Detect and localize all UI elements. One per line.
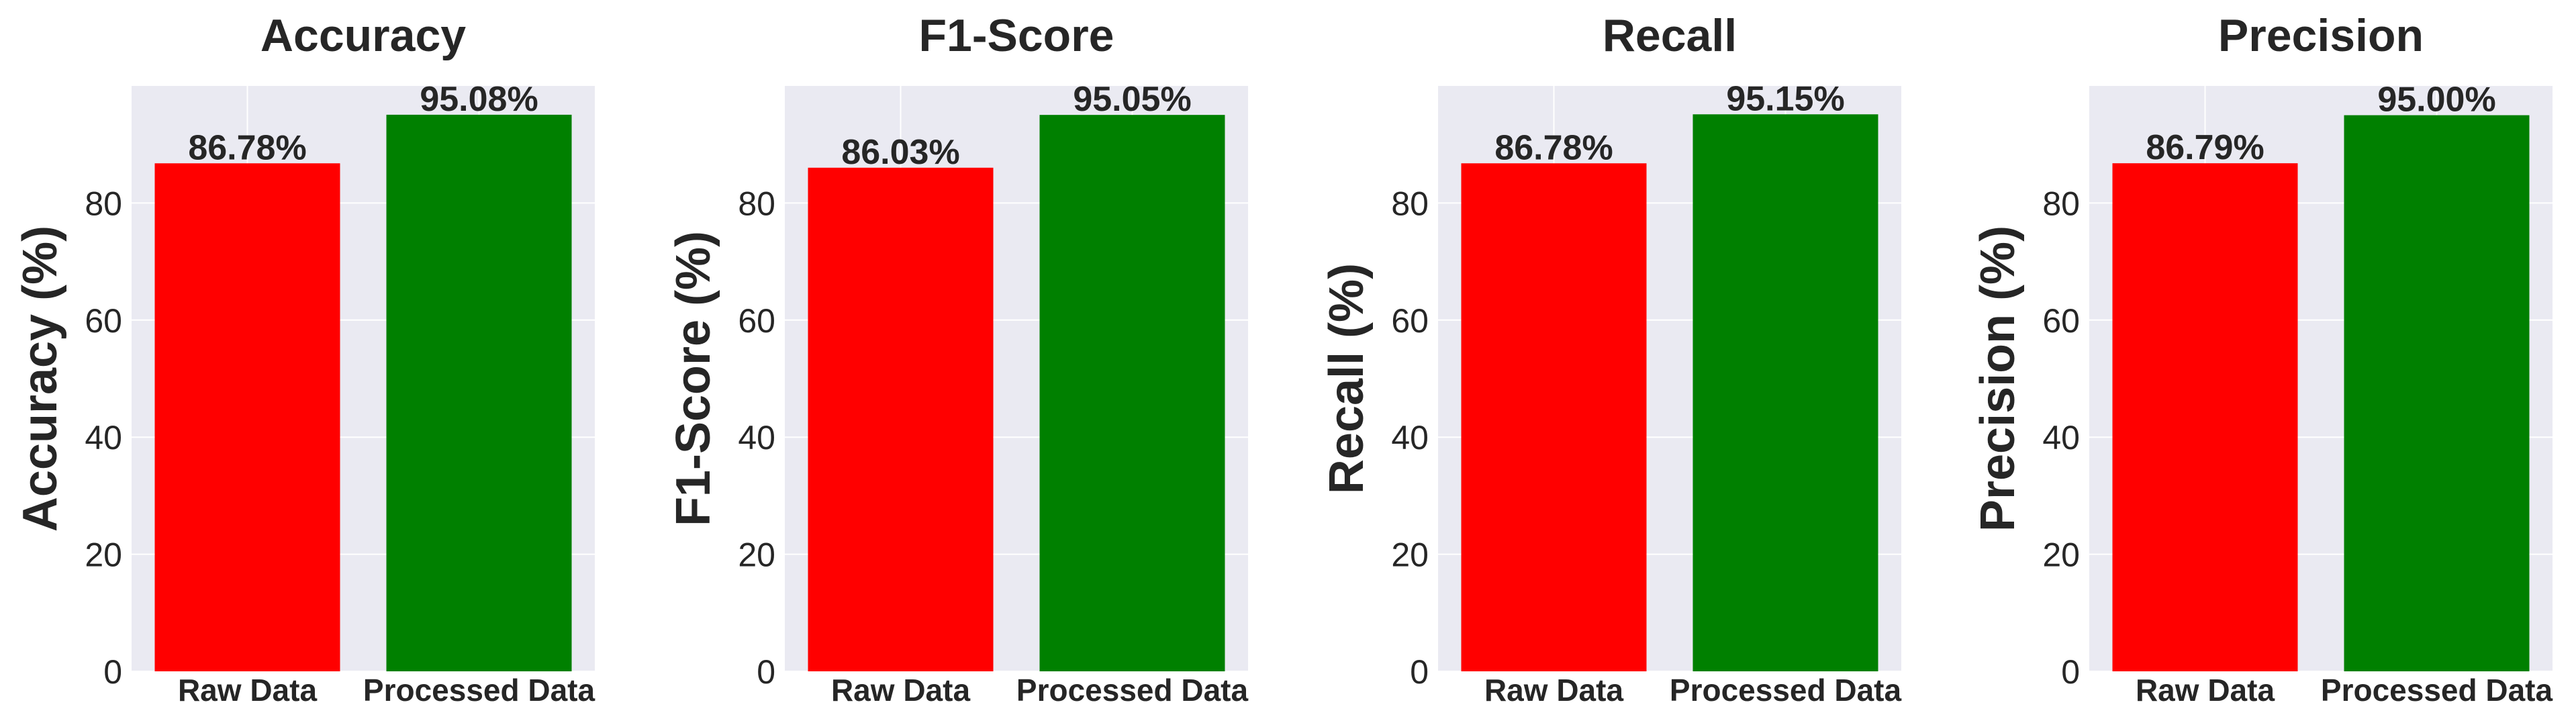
y-axis-label-f1-score: F1-Score (%) bbox=[667, 231, 720, 526]
chart-title-f1-score: F1-Score bbox=[919, 10, 1114, 61]
chart-panel-precision: 0 20 40 60 80 86.79% Raw Data 95.00% Processed D… bbox=[1971, 10, 2553, 708]
y-tick-label: 20 bbox=[85, 536, 122, 574]
x-tick-label: Processed Data bbox=[363, 673, 595, 708]
bar-precision-raw-data bbox=[2112, 163, 2298, 672]
y-tick-label: 60 bbox=[85, 302, 122, 340]
data-label-recall-raw-data: 86.78% bbox=[1494, 128, 1613, 167]
x-tick-label: Processed Data bbox=[1016, 673, 1249, 708]
x-tick-label: Raw Data bbox=[2136, 673, 2275, 708]
data-label-f1-score-processed-data: 95.05% bbox=[1073, 80, 1191, 119]
data-label-accuracy-raw-data: 86.78% bbox=[188, 128, 306, 167]
y-tick-label: 80 bbox=[85, 185, 122, 222]
y-tick-label: 0 bbox=[2061, 653, 2080, 691]
y-tick-label: 20 bbox=[1391, 536, 1429, 574]
y-tick-label: 0 bbox=[103, 653, 122, 691]
y-tick-label: 0 bbox=[757, 653, 775, 691]
y-tick-label: 80 bbox=[2042, 185, 2080, 222]
bar-recall-processed-data bbox=[1692, 114, 1878, 672]
y-axis-label-accuracy: Accuracy (%) bbox=[13, 226, 67, 532]
data-label-precision-raw-data: 86.79% bbox=[2146, 128, 2264, 167]
bar-accuracy-processed-data bbox=[386, 114, 572, 671]
data-label-precision-processed-data: 95.00% bbox=[2377, 81, 2495, 119]
y-tick-label: 0 bbox=[1410, 653, 1429, 691]
x-tick-label: Raw Data bbox=[831, 673, 970, 708]
y-tick-label: 40 bbox=[1391, 419, 1429, 456]
y-tick-label: 80 bbox=[1391, 185, 1429, 222]
y-tick-label: 80 bbox=[738, 185, 775, 222]
data-label-recall-processed-data: 95.15% bbox=[1726, 79, 1844, 118]
y-tick-label: 60 bbox=[738, 302, 775, 340]
bar-f1-score-raw-data bbox=[808, 167, 994, 671]
chart-title-recall: Recall bbox=[1603, 10, 1737, 61]
y-tick-label: 20 bbox=[738, 536, 775, 574]
y-axis-label-recall: Recall (%) bbox=[1320, 263, 1374, 494]
chart-title-precision: Precision bbox=[2218, 10, 2424, 61]
x-tick-label: Raw Data bbox=[178, 673, 317, 708]
bar-recall-raw-data bbox=[1461, 163, 1647, 672]
data-label-f1-score-raw-data: 86.03% bbox=[841, 133, 959, 172]
y-tick-label: 60 bbox=[1391, 302, 1429, 340]
x-tick-label: Raw Data bbox=[1484, 673, 1623, 708]
x-tick-label: Processed Data bbox=[1670, 673, 1902, 708]
chart-title-accuracy: Accuracy bbox=[260, 10, 466, 61]
bar-f1-score-processed-data bbox=[1039, 115, 1225, 671]
y-tick-label: 40 bbox=[85, 419, 122, 456]
y-tick-label: 20 bbox=[2042, 536, 2080, 574]
y-tick-label: 60 bbox=[2042, 302, 2080, 340]
y-axis-label-precision: Precision (%) bbox=[1971, 226, 2025, 532]
chart-panel-f1-score: 0 20 40 60 80 86.03% Raw Data 95.05% Processed D… bbox=[667, 10, 1249, 708]
data-label-accuracy-processed-data: 95.08% bbox=[420, 80, 538, 119]
bar-accuracy-raw-data bbox=[154, 163, 340, 672]
chart-panel-recall: 0 20 40 60 80 86.78% Raw Data 95.15% Processed D… bbox=[1320, 10, 1902, 708]
y-tick-label: 40 bbox=[2042, 419, 2080, 456]
bar-precision-processed-data bbox=[2344, 115, 2530, 672]
x-tick-label: Processed Data bbox=[2321, 673, 2553, 708]
y-tick-label: 40 bbox=[738, 419, 775, 456]
chart-panel-accuracy: 0 20 40 60 80 86.78% Raw Data 95.08% Processed D… bbox=[13, 10, 595, 708]
